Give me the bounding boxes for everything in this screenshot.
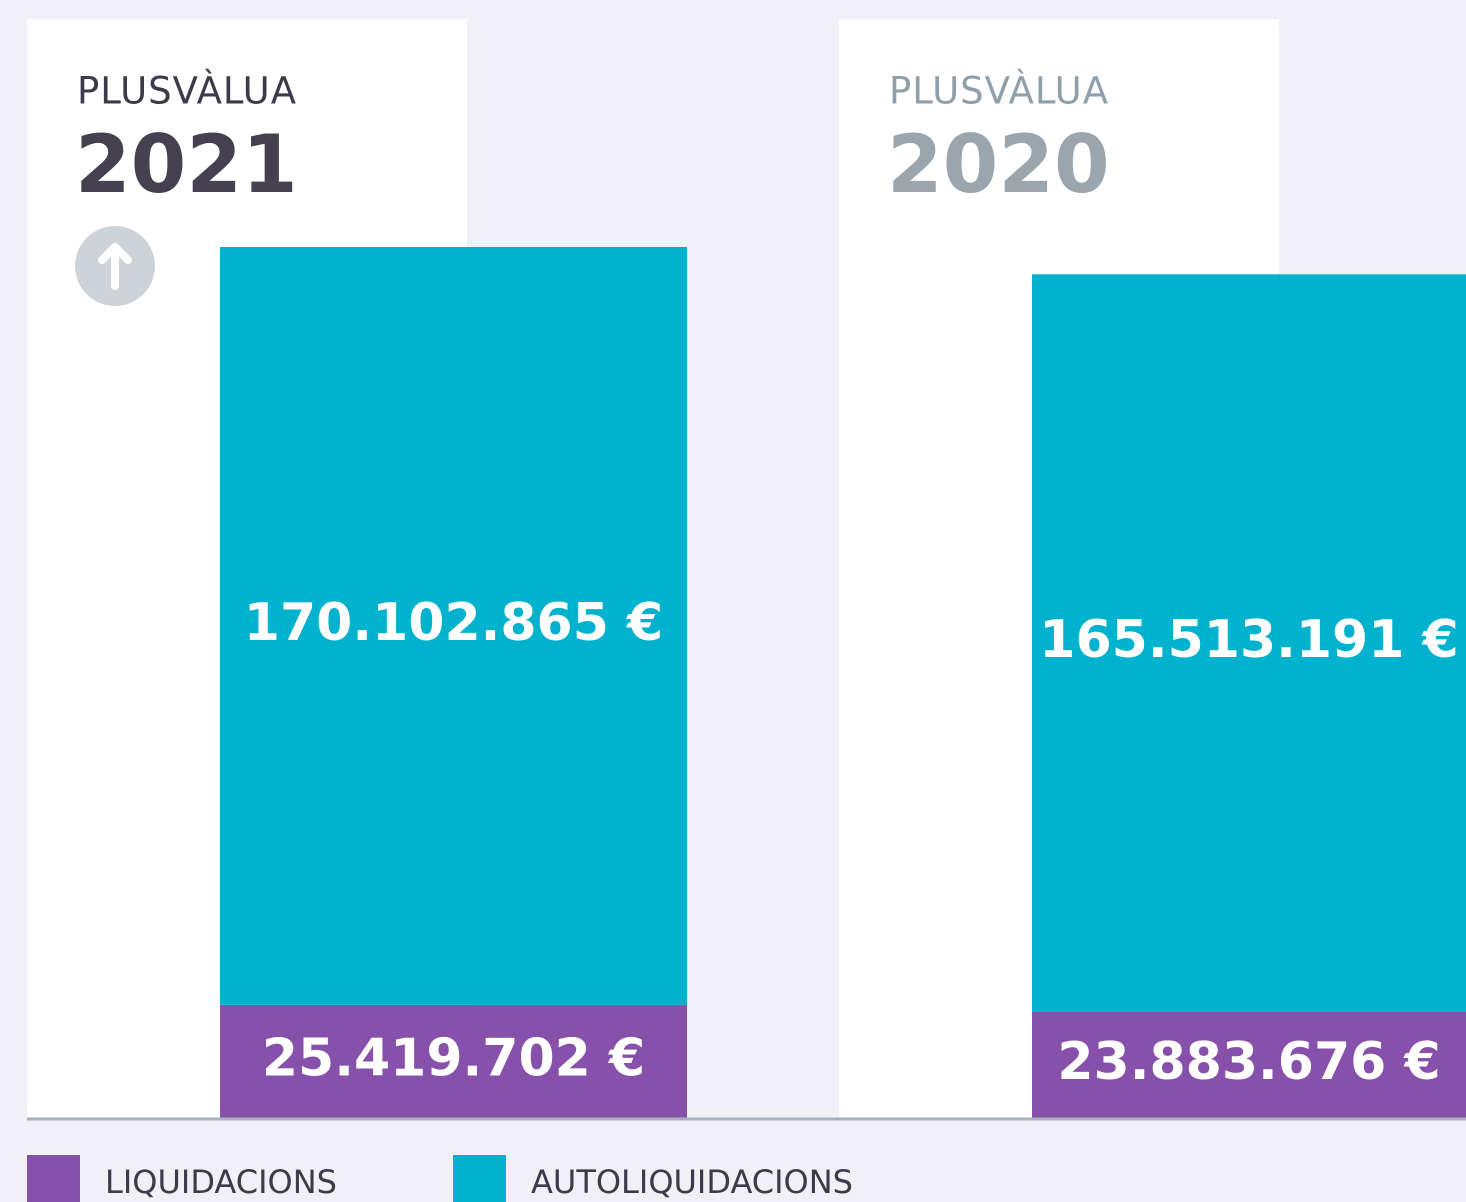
bar-segment (220, 1004, 687, 1118)
panel-title: PLUSVÀLUA (889, 69, 1109, 113)
value-label: 25.419.702 € (262, 1028, 645, 1088)
bar-segment (1032, 274, 1466, 1012)
legend-label: LIQUIDACIONS (105, 1163, 337, 1201)
bar-segment (1032, 1011, 1466, 1118)
value-label: 23.883.676 € (1057, 1032, 1440, 1092)
legend-swatch (453, 1155, 506, 1202)
panel-title: PLUSVÀLUA (77, 69, 297, 113)
value-label: 165.513.191 € (1039, 610, 1458, 670)
bar-segment (220, 247, 687, 1005)
trend-arrow (98, 243, 132, 290)
category-label: 2020 (887, 118, 1110, 211)
legend-swatch (27, 1155, 80, 1202)
category-label: 2021 (75, 118, 298, 211)
value-label: 170.102.865 € (244, 593, 663, 653)
legend-label: AUTOLIQUIDACIONS (531, 1163, 853, 1201)
